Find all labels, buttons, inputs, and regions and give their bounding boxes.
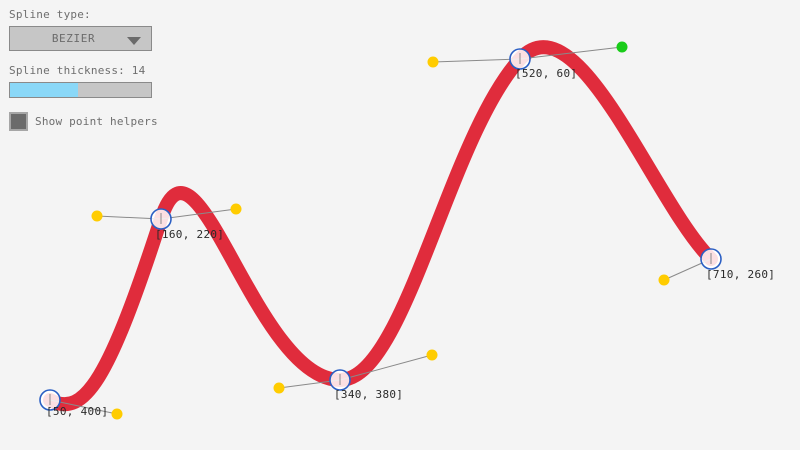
spline-thickness-slider[interactable] [9, 82, 152, 98]
tangent-line [432, 58, 521, 63]
show-point-helpers-label: Show point helpers [35, 115, 158, 128]
control-handle[interactable] [426, 349, 438, 361]
tangent-line [160, 208, 237, 220]
control-handle[interactable] [91, 210, 103, 222]
control-handle[interactable] [427, 56, 439, 68]
spline-type-label: Spline type: [9, 8, 91, 21]
show-point-helpers-row[interactable]: Show point helpers [9, 112, 170, 131]
control-handle[interactable] [230, 203, 242, 215]
tangent-line [519, 46, 623, 60]
tangent-line [339, 354, 433, 381]
tangent-line [49, 399, 118, 415]
control-handle[interactable] [273, 382, 285, 394]
control-handle[interactable] [658, 274, 670, 286]
point-helpers-layer [39, 41, 722, 420]
control-panel: Spline type: BEZIER Spline thickness: 14… [0, 0, 170, 131]
chevron-down-icon [127, 36, 141, 45]
slider-fill [10, 83, 78, 97]
control-handle-selected[interactable] [616, 41, 628, 53]
control-handle[interactable] [111, 408, 123, 420]
show-point-helpers-checkbox[interactable] [9, 112, 28, 131]
spline-thickness-label: Spline thickness: 14 [9, 64, 146, 77]
spline-type-dropdown[interactable]: BEZIER [9, 26, 152, 51]
spline-type-value: BEZIER [51, 32, 96, 45]
